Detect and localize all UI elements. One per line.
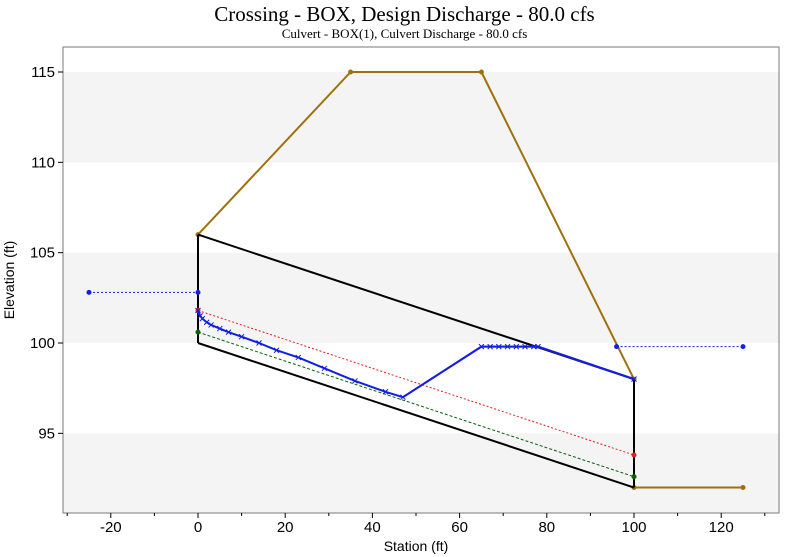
- data-point: [208, 322, 214, 328]
- grid-band: [63, 162, 779, 253]
- x-tick-label: 120: [709, 519, 734, 536]
- data-point: [382, 388, 389, 395]
- x-tick-label: 60: [451, 519, 468, 536]
- series-road: [197, 71, 743, 489]
- series-normal-depth: [197, 331, 635, 478]
- data-point: [256, 340, 262, 346]
- x-axis-label: Station (ft): [384, 538, 449, 554]
- x-tick-label: 40: [364, 519, 381, 536]
- data-point: [631, 376, 637, 382]
- data-point: [195, 329, 201, 335]
- data-point: [352, 378, 358, 384]
- data-point: [495, 343, 502, 350]
- data-point: [478, 69, 484, 75]
- data-point: [530, 343, 537, 350]
- chart-subtitle: Culvert - BOX(1), Culvert Discharge - 80…: [281, 26, 528, 41]
- data-point: [295, 354, 302, 361]
- x-tick-label: -20: [100, 519, 122, 536]
- grid-band: [63, 252, 779, 343]
- data-point: [535, 343, 541, 350]
- data-point: [238, 333, 245, 340]
- series-critical-depth: [197, 310, 635, 456]
- data-point: [225, 329, 232, 336]
- y-axis-label: Elevation (ft): [1, 241, 17, 320]
- grid-band: [63, 72, 779, 163]
- data-point: [195, 289, 201, 295]
- data-point: [321, 365, 328, 372]
- data-point: [199, 315, 206, 322]
- data-point: [740, 485, 746, 491]
- grid-band: [63, 343, 779, 434]
- x-tick-label: 100: [621, 519, 646, 536]
- series-culvert-bottom: [197, 342, 635, 489]
- data-point: [522, 343, 528, 350]
- x-tick-label: 20: [277, 519, 294, 536]
- y-tick-label: 105: [30, 245, 55, 262]
- data-point: [631, 452, 637, 458]
- axes: -20 0 20 40 60 80 100 120 95 100 105 110 115: [30, 64, 766, 536]
- data-point: [86, 289, 92, 295]
- x-tick-label: 80: [538, 519, 555, 536]
- data-point: [478, 343, 485, 350]
- data-point: [400, 394, 406, 401]
- data-point: [487, 343, 493, 350]
- x-tick-label: 0: [194, 519, 202, 536]
- series-group: [86, 69, 746, 491]
- grid-band: [63, 433, 779, 513]
- y-tick-label: 115: [31, 64, 55, 81]
- data-point: [504, 343, 511, 350]
- data-point: [203, 319, 210, 326]
- data-point: [195, 307, 201, 314]
- y-tick-label: 100: [30, 335, 55, 352]
- data-point: [348, 69, 354, 75]
- data-point: [513, 343, 520, 350]
- data-point: [614, 344, 620, 350]
- chart-title: Crossing - BOX, Design Discharge - 80.0 …: [214, 2, 595, 26]
- y-tick-label: 110: [31, 154, 55, 171]
- data-point: [216, 325, 223, 332]
- data-point: [740, 344, 746, 350]
- data-point: [631, 474, 637, 480]
- grid-bands: [63, 47, 779, 513]
- data-point: [273, 347, 280, 354]
- y-tick-label: 95: [38, 425, 55, 442]
- grid-band: [63, 47, 779, 72]
